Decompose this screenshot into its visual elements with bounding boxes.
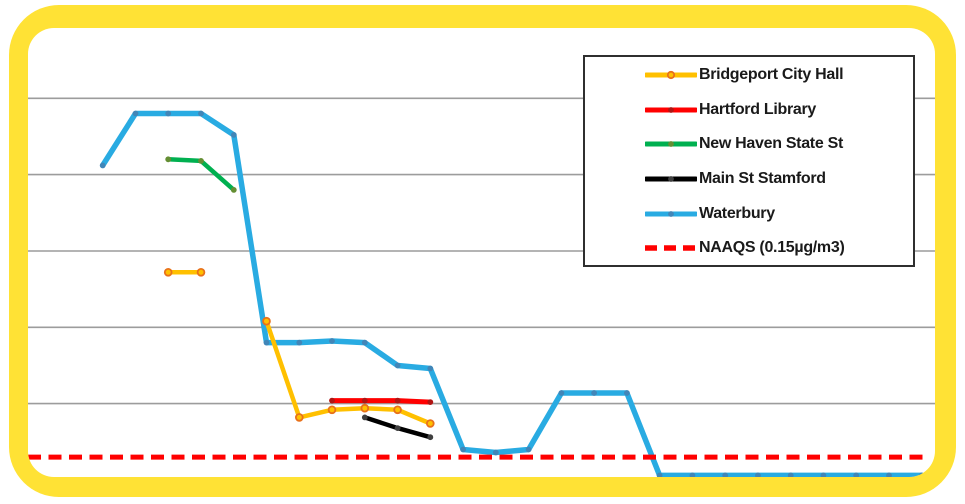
legend-line-sample <box>645 106 697 113</box>
legend-label: Main St Stamford <box>699 170 826 188</box>
legend-label: Hartford Library <box>699 100 816 118</box>
data-point <box>425 419 435 428</box>
data-point <box>820 472 827 477</box>
data-point <box>329 397 335 404</box>
series-main-st-stamford <box>361 414 434 441</box>
data-point <box>656 472 663 477</box>
legend-line-sample <box>645 245 697 252</box>
data-point <box>296 339 303 346</box>
series-line <box>329 398 433 405</box>
legend-item-new-haven-state-st: New Haven State St <box>585 127 913 162</box>
legend-line-sample <box>645 71 697 80</box>
data-point <box>689 472 696 477</box>
legend-item-bridgeport-city-hall: Bridgeport City Hall <box>585 58 913 93</box>
legend-item-waterbury: Waterbury <box>585 196 913 231</box>
legend-label: Bridgeport City Hall <box>699 66 844 84</box>
data-point <box>460 446 466 453</box>
legend: Bridgeport City Hall Hartford Library New … <box>583 55 915 267</box>
data-point <box>132 110 139 117</box>
data-point <box>360 403 370 413</box>
data-point <box>525 446 532 453</box>
data-point <box>99 162 106 169</box>
legend-item-naaqs-0-15-g-m3: NAAQS (0.15µg/m3) <box>585 231 913 266</box>
data-point <box>394 362 401 369</box>
data-point <box>294 413 304 422</box>
legend-label: Waterbury <box>699 204 775 222</box>
data-point <box>558 390 565 396</box>
data-point <box>427 434 434 441</box>
series-waterbury <box>99 110 925 477</box>
data-point <box>165 156 172 163</box>
data-point <box>394 425 401 431</box>
data-point <box>591 390 597 396</box>
line-chart-svg <box>28 97 935 477</box>
series-line <box>264 318 433 426</box>
data-point <box>230 187 237 193</box>
series-line <box>99 110 925 477</box>
legend-line-sample <box>645 176 697 182</box>
data-point <box>196 268 206 277</box>
data-point <box>427 365 434 372</box>
data-point <box>427 399 434 405</box>
legend-line-sample <box>645 141 697 148</box>
data-point <box>198 158 204 164</box>
data-point <box>394 397 401 404</box>
legend-item-hartford-library: Hartford Library <box>585 93 913 128</box>
data-point <box>755 472 761 477</box>
data-point <box>263 339 270 346</box>
legend-label: NAAQS (0.15µg/m3) <box>699 239 845 257</box>
data-point <box>329 338 335 344</box>
data-point <box>361 414 368 421</box>
data-point <box>492 449 499 456</box>
data-point <box>327 405 337 415</box>
data-point <box>163 268 173 277</box>
series-hartford-library <box>329 397 434 405</box>
data-point <box>886 472 892 477</box>
data-point <box>262 316 271 326</box>
data-point <box>198 110 204 117</box>
data-point <box>393 405 402 415</box>
data-point <box>165 110 172 117</box>
series-bridgeport-city-hall <box>163 268 435 428</box>
data-point <box>361 397 368 404</box>
data-point <box>722 472 729 477</box>
data-point <box>918 472 925 477</box>
legend-item-main-st-stamford: Main St Stamford <box>585 162 913 197</box>
data-point <box>624 390 630 396</box>
data-point <box>787 472 794 477</box>
data-point <box>853 472 860 477</box>
legend-label: New Haven State St <box>699 135 843 153</box>
data-point <box>361 339 368 346</box>
series-new-haven-state-st <box>165 156 237 193</box>
legend-line-sample <box>645 210 697 217</box>
data-point <box>230 132 237 138</box>
